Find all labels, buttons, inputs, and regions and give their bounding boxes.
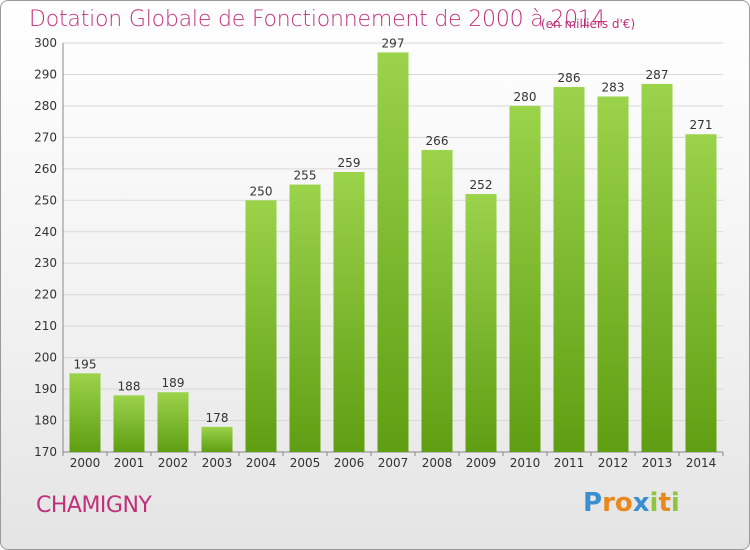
data-label-2011: 286 <box>558 71 581 85</box>
y-tick-label: 170 <box>34 445 57 459</box>
data-label-2001: 188 <box>118 379 141 393</box>
y-tick-label: 270 <box>34 130 57 144</box>
data-label-2008: 266 <box>426 134 449 148</box>
bar-2006 <box>333 171 365 452</box>
y-tick-label: 280 <box>34 99 57 113</box>
x-tick-label: 2004 <box>246 456 277 470</box>
data-label-2009: 252 <box>470 178 493 192</box>
chart-title: Dotation Globale de Fonctionnement de 20… <box>29 7 606 32</box>
data-label-2004: 250 <box>250 184 273 198</box>
proxiti-logo: Proxiti <box>583 488 680 518</box>
x-tick-label: 2013 <box>642 456 673 470</box>
y-tick-label: 200 <box>34 351 57 365</box>
data-label-2014: 271 <box>690 118 713 132</box>
y-tick-label: 210 <box>34 319 57 333</box>
y-tick-label: 300 <box>34 36 57 50</box>
x-tick-label: 2014 <box>686 456 717 470</box>
x-tick-label: 2000 <box>70 456 101 470</box>
bar-2005 <box>289 184 321 453</box>
data-label-2006: 259 <box>338 156 361 170</box>
x-tick-label: 2001 <box>114 456 145 470</box>
data-label-2003: 178 <box>206 411 229 425</box>
bar-2011 <box>553 87 585 453</box>
x-tick-label: 2006 <box>334 456 365 470</box>
x-tick-label: 2005 <box>290 456 321 470</box>
bar-2014 <box>685 134 717 452</box>
y-tick-label: 190 <box>34 382 57 396</box>
y-tick-label: 220 <box>34 288 57 302</box>
bar-2013 <box>641 83 673 453</box>
bar-2004 <box>245 200 277 452</box>
y-tick-label: 230 <box>34 256 57 270</box>
y-tick-label: 240 <box>34 225 57 239</box>
x-tick-label: 2009 <box>466 456 497 470</box>
x-tick-label: 2008 <box>422 456 453 470</box>
y-tick-label: 180 <box>34 414 57 428</box>
data-label-2013: 287 <box>646 68 669 82</box>
bar-2007 <box>377 52 409 452</box>
x-tick-label: 2003 <box>202 456 233 470</box>
data-label-2010: 280 <box>514 90 537 104</box>
x-tick-label: 2007 <box>378 456 409 470</box>
chart-subtitle: (en milliers d'€) <box>541 17 636 31</box>
data-label-2012: 283 <box>602 80 625 94</box>
y-tick-label: 250 <box>34 193 57 207</box>
bar-2001 <box>113 395 145 452</box>
bar-2010 <box>509 105 541 452</box>
data-label-2002: 189 <box>162 376 185 390</box>
bar-2009 <box>465 194 497 452</box>
data-labels: 195 188 189 178 250 255 259 297 266 252 280 286 283 2… <box>74 36 713 424</box>
x-tick-label: 2002 <box>158 456 189 470</box>
bar-2012 <box>597 96 629 452</box>
data-label-2000: 195 <box>74 357 97 371</box>
y-tick-label: 260 <box>34 162 57 176</box>
bar-2008 <box>421 149 453 452</box>
bar-2000 <box>69 373 101 452</box>
commune-name: CHAMIGNY <box>36 493 152 518</box>
x-tick-label: 2012 <box>598 456 629 470</box>
data-label-2007: 297 <box>382 36 405 50</box>
bars <box>69 52 717 453</box>
bar-2002 <box>157 392 189 452</box>
x-tick-label: 2010 <box>510 456 541 470</box>
axes: 170 180 190 200 210 220 230 240 250 260 270 280 290 3… <box>34 36 724 470</box>
y-tick-label: 290 <box>34 67 57 81</box>
data-label-2005: 255 <box>294 169 317 183</box>
bar-2003 <box>201 426 233 452</box>
x-tick-label: 2011 <box>554 456 585 470</box>
